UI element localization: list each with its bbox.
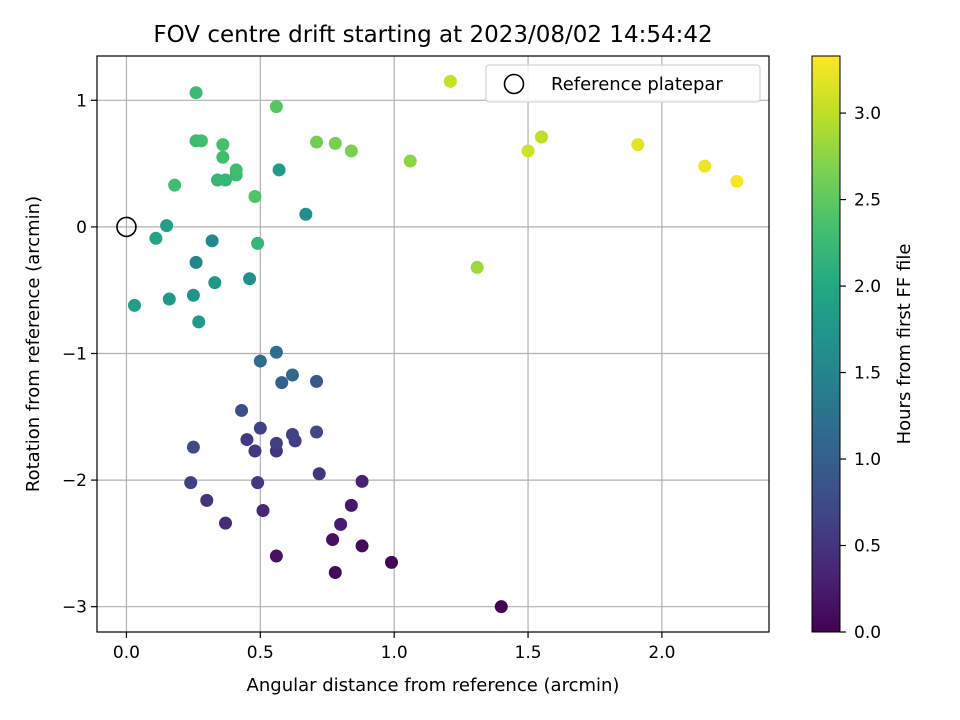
scatter-point <box>334 517 348 531</box>
scatter-point <box>534 130 548 144</box>
scatter-point <box>253 421 267 435</box>
scatter-point <box>160 219 174 233</box>
x-tick-label: 0.5 <box>247 643 274 663</box>
scatter-point <box>216 138 230 152</box>
scatter-point <box>355 539 369 553</box>
x-tick-label: 1.0 <box>381 643 408 663</box>
y-tick-label: −1 <box>62 344 87 364</box>
scatter-point <box>192 315 206 329</box>
y-tick-label: 1 <box>76 91 87 111</box>
colorbar-tick-label: 0.0 <box>854 623 881 643</box>
scatter-point <box>149 231 163 245</box>
legend-box <box>485 64 761 103</box>
scatter-point <box>269 436 283 450</box>
scatter-point <box>189 255 203 269</box>
scatter-point <box>256 503 270 517</box>
scatter-point <box>285 428 299 442</box>
scatter-point <box>344 144 358 158</box>
scatter-point <box>269 549 283 563</box>
scatter-point <box>310 425 324 439</box>
scatter-point <box>328 566 342 580</box>
y-axis-ticks: −3 −2 −1 0 1 <box>62 91 97 618</box>
colorbar-gradient <box>811 55 841 633</box>
x-tick-label: 1.5 <box>515 643 542 663</box>
scatter-point <box>219 516 233 530</box>
scatter-point <box>248 444 262 458</box>
scatter-point <box>730 174 744 188</box>
scatter-point <box>248 190 262 204</box>
scatter-point <box>328 136 342 150</box>
legend-label: Reference platepar <box>551 74 723 95</box>
y-tick-label: −3 <box>62 598 87 618</box>
colorbar-tick-label: 3.0 <box>854 104 881 124</box>
scatter-point <box>326 533 340 547</box>
colorbar-tick-label: 1.5 <box>854 364 881 384</box>
scatter-point <box>494 600 508 614</box>
plot-frame <box>96 55 770 633</box>
scatter-point <box>162 292 176 306</box>
y-axis-label: Rotation from reference (arcmin) <box>23 196 44 492</box>
scatter-point <box>275 376 289 390</box>
x-tick-label: 2.0 <box>648 643 675 663</box>
x-tick-label: 0.0 <box>113 643 140 663</box>
colorbar: 0.0 0.5 1.0 1.5 2.0 2.5 3.0 Hours from first F… <box>811 55 915 643</box>
reference-point-marker <box>116 216 137 238</box>
x-axis-label: Angular distance from reference (arcmin) <box>247 675 620 696</box>
scatter-point <box>269 100 283 114</box>
y-grid <box>97 99 769 608</box>
scatter-point <box>269 345 283 359</box>
scatter-point <box>470 260 484 274</box>
scatter-point <box>443 74 457 88</box>
colorbar-tick-label: 2.5 <box>854 191 881 211</box>
colorbar-tick-label: 0.5 <box>854 537 881 557</box>
scatter-point <box>243 272 257 286</box>
scatter-point <box>385 555 399 569</box>
scatter-point <box>186 288 200 302</box>
colorbar-tick-label: 2.0 <box>854 277 881 297</box>
x-axis-ticks: 0.0 0.5 1.0 1.5 2.0 <box>113 632 675 663</box>
scatter-points <box>127 74 744 614</box>
plot-area: 0.0 0.5 1.0 1.5 2.0 −3 −2 −1 0 1 <box>62 55 770 663</box>
scatter-point <box>521 144 535 158</box>
scatter-point <box>631 138 645 152</box>
legend: Reference platepar <box>485 64 761 103</box>
scatter-point <box>285 368 299 382</box>
scatter-point <box>194 134 208 148</box>
scatter-point <box>344 498 358 512</box>
scatter-point <box>168 178 182 192</box>
scatter-point <box>272 163 286 177</box>
colorbar-ticks: 0.0 0.5 1.0 1.5 2.0 2.5 3.0 <box>840 104 881 643</box>
scatter-point <box>698 159 712 173</box>
colorbar-label: Hours from first FF file <box>894 244 915 445</box>
scatter-point <box>229 163 243 177</box>
scatter-point <box>240 433 254 447</box>
scatter-point <box>186 440 200 454</box>
legend-marker-open-circle-icon <box>503 73 525 95</box>
scatter-point <box>184 476 198 490</box>
scatter-point <box>208 276 222 290</box>
scatter-point <box>251 476 265 490</box>
chart-title: FOV centre drift starting at 2023/08/02 … <box>153 22 712 48</box>
scatter-point <box>200 493 214 507</box>
scatter-point <box>310 135 324 149</box>
scatter-point <box>216 150 230 164</box>
scatter-point <box>403 154 417 168</box>
scatter-point <box>355 474 369 488</box>
scatter-point <box>310 374 324 388</box>
y-tick-label: −2 <box>62 471 87 491</box>
scatter-point <box>219 173 233 187</box>
scatter-point <box>127 298 141 312</box>
colorbar-tick-label: 1.0 <box>854 450 881 470</box>
scatter-point <box>235 403 249 417</box>
y-tick-label: 0 <box>76 218 87 238</box>
scatter-point <box>299 207 313 221</box>
scatter-point <box>251 236 265 250</box>
scatter-point <box>205 234 219 248</box>
scatter-point <box>253 354 267 368</box>
scatter-point <box>189 86 203 100</box>
scatter-point <box>312 467 326 481</box>
